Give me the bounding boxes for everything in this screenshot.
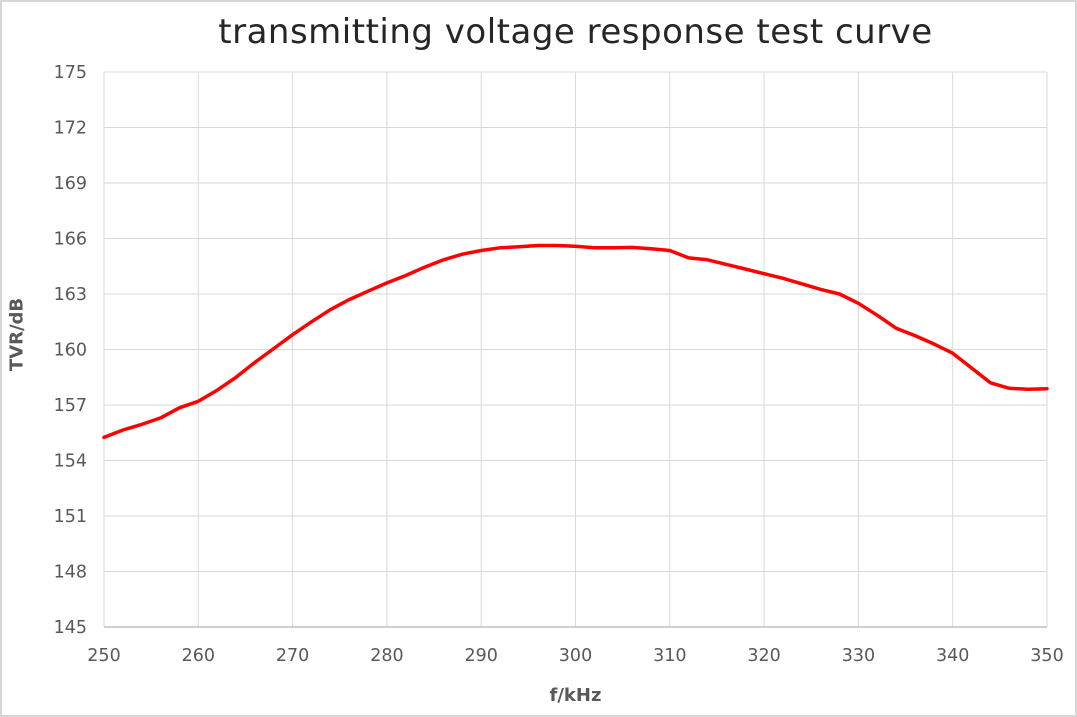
y-tick-label: 154 bbox=[54, 452, 87, 472]
y-tick-label: 145 bbox=[54, 618, 87, 638]
y-tick-label: 160 bbox=[54, 341, 87, 361]
x-tick-label: 320 bbox=[747, 646, 780, 666]
x-tick-label: 280 bbox=[370, 646, 403, 666]
x-tick-label: 290 bbox=[464, 646, 497, 666]
chart-title: transmitting voltage response test curve bbox=[218, 12, 933, 52]
y-tick-label: 163 bbox=[54, 285, 87, 305]
y-tick-label: 148 bbox=[54, 563, 87, 583]
y-tick-label: 172 bbox=[54, 119, 87, 139]
x-tick-label: 250 bbox=[87, 646, 120, 666]
x-tick-label: 260 bbox=[182, 646, 215, 666]
y-tick-label: 166 bbox=[54, 230, 87, 250]
x-axis-title: f/kHz bbox=[549, 685, 602, 706]
y-axis-title: TVR/dB bbox=[6, 297, 28, 372]
y-tick-label: 151 bbox=[54, 507, 87, 527]
y-tick-label: 157 bbox=[54, 396, 87, 416]
x-tick-label: 300 bbox=[559, 646, 592, 666]
x-tick-label: 310 bbox=[653, 646, 686, 666]
x-tick-label: 330 bbox=[842, 646, 875, 666]
x-tick-label: 340 bbox=[936, 646, 969, 666]
tvr-curve bbox=[102, 243, 1049, 440]
y-tick-label: 169 bbox=[54, 174, 87, 194]
x-tick-label: 350 bbox=[1030, 646, 1063, 666]
y-tick-label: 175 bbox=[54, 63, 87, 83]
x-tick-label: 270 bbox=[276, 646, 309, 666]
